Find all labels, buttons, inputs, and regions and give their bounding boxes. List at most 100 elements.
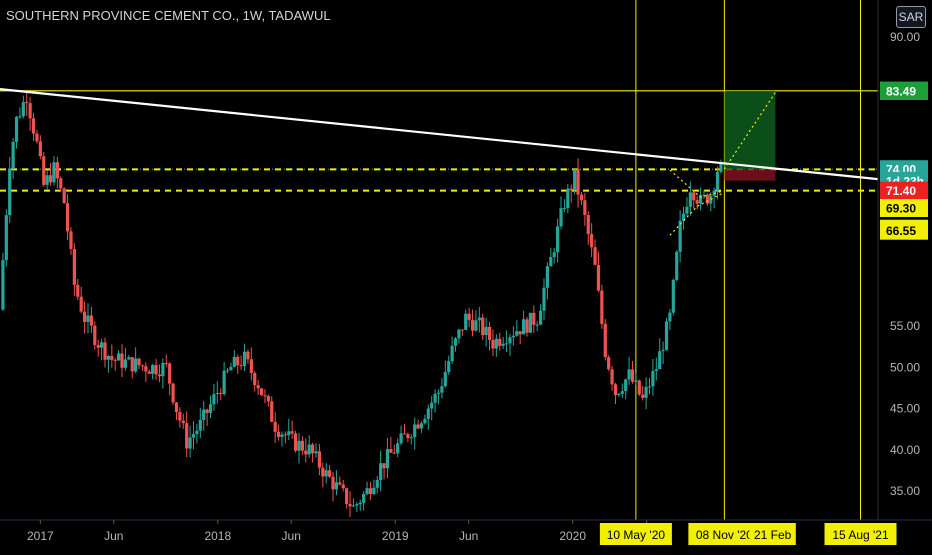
candle-body (671, 279, 675, 313)
candle-body (698, 194, 703, 204)
candle-body (607, 357, 611, 370)
candle-body (69, 231, 73, 249)
trendline (0, 88, 879, 181)
candle-body (191, 434, 196, 438)
candle-body (168, 363, 172, 384)
candle-body (552, 252, 556, 257)
candle-body (637, 380, 641, 395)
candle-body (4, 215, 8, 261)
candle-body (559, 208, 563, 227)
candle-body (423, 418, 427, 424)
candle-body (345, 488, 349, 505)
candle-body (515, 331, 519, 336)
candle-body (334, 482, 339, 490)
pattern-line (669, 169, 725, 198)
y-tick-label: 50.00 (890, 360, 920, 374)
candle-body (219, 393, 223, 395)
candle-body (52, 162, 56, 183)
candle-body (610, 369, 614, 385)
date-tag (824, 523, 897, 545)
candle-body (620, 391, 624, 394)
date-tag (688, 523, 761, 545)
candle-body (430, 402, 434, 409)
candle-body (14, 116, 19, 142)
candle-body (283, 434, 287, 436)
candle-body (120, 353, 124, 368)
candle-body (436, 392, 441, 394)
candle-body (82, 311, 87, 322)
candle-body (511, 335, 515, 338)
candle-body (134, 358, 138, 372)
candle-body (198, 419, 202, 431)
candle-body (518, 331, 522, 335)
candle-body (317, 451, 322, 468)
candle-body (103, 342, 107, 360)
candle-body (236, 356, 240, 366)
candle-body (171, 383, 175, 403)
candle-body (222, 370, 226, 395)
candle-body (21, 102, 25, 117)
candle-body (259, 388, 264, 396)
candle-body (593, 247, 597, 265)
candle-body (453, 338, 458, 346)
candle-body (705, 194, 709, 204)
candle-body (658, 351, 662, 370)
candle-body (89, 315, 93, 326)
candle-body (290, 431, 294, 434)
candle-body (539, 310, 543, 325)
candle-body (256, 385, 260, 389)
candle-body (324, 470, 328, 477)
price-tag (880, 181, 928, 200)
candle-body (504, 343, 509, 345)
price-tag-label: 71.40 (886, 184, 916, 198)
candle-body (314, 451, 318, 454)
loss-zone (724, 169, 776, 181)
candle-body (457, 329, 461, 339)
candle-body (96, 344, 100, 348)
candle-body (375, 480, 379, 488)
candle-body (266, 395, 270, 402)
candle-body (130, 357, 134, 372)
candle-body (402, 433, 407, 435)
candle-body (348, 504, 352, 507)
candle-body (521, 319, 526, 335)
candle-body (293, 433, 298, 451)
candle-body (576, 169, 580, 195)
candle-body (355, 504, 359, 506)
candle-body (270, 401, 274, 422)
candle-body (481, 317, 485, 336)
candle-body (113, 359, 117, 361)
projection-line (723, 92, 776, 170)
candle-body (137, 358, 141, 366)
candle-body (55, 162, 59, 179)
candle-body (688, 192, 692, 207)
candle-body (600, 290, 604, 324)
candle-body (362, 493, 366, 503)
candle-body (208, 404, 213, 413)
candle-body (719, 162, 723, 172)
candle-body (409, 437, 413, 439)
candle-body (413, 424, 417, 438)
candle-body (542, 287, 546, 311)
candle-body (35, 133, 39, 142)
candle-body (310, 444, 315, 454)
candle-body (613, 384, 618, 395)
candle-body (178, 412, 182, 421)
chart-title: SOUTHERN PROVINCE CEMENT CO., 1W, TADAWU… (6, 8, 331, 23)
candle-body (249, 359, 253, 373)
y-tick-label: 40.00 (890, 443, 920, 457)
candle-body (239, 365, 243, 367)
candle-body (338, 482, 342, 485)
candle-body (144, 366, 148, 372)
candle-body (232, 356, 236, 367)
candle-body (695, 200, 699, 204)
candle-body (123, 359, 128, 368)
candle-body (464, 313, 468, 330)
candle-body (715, 171, 720, 191)
currency-badge[interactable]: SAR (896, 6, 926, 28)
price-tag-label: 69.30 (886, 202, 916, 216)
candle-body (484, 326, 488, 336)
candle-body (487, 326, 492, 340)
